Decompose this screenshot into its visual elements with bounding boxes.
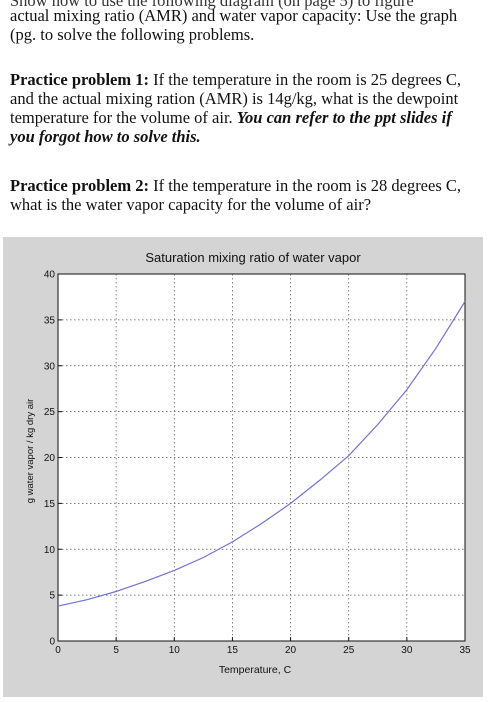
y-tick-label: 35 — [44, 315, 56, 326]
intro-paragraph: actual mixing ratio (AMR) and water vapo… — [10, 6, 458, 44]
x-tick-label: 25 — [343, 645, 355, 656]
y-tick-label: 5 — [49, 591, 55, 602]
practice-problem-2-label: Practice problem 2: — [10, 176, 149, 195]
x-tick-label: 35 — [459, 645, 471, 656]
y-axis-label: g water vapor / kg dry air — [25, 399, 36, 504]
y-tick-label: 10 — [44, 545, 56, 556]
y-tick-label: 25 — [44, 407, 56, 418]
y-tick-label: 30 — [44, 361, 56, 372]
chart-title: Saturation mixing ratio of water vapor — [145, 250, 361, 265]
plot-area — [58, 274, 465, 641]
practice-problem-1-text: If the temperature in the room is 25 deg… — [10, 70, 462, 127]
x-tick-label: 0 — [55, 645, 61, 656]
x-axis-label: Temperature, C — [219, 664, 292, 676]
x-tick-label: 30 — [401, 645, 413, 656]
cut-off-text-line: Show how to use the following diagram (o… — [10, 0, 414, 10]
practice-problem-2-text: If the temperature in the room is 28 deg… — [10, 176, 462, 214]
y-tick-label: 20 — [44, 453, 56, 464]
practice-problem-1-hint: You can refer to the ppt slides if you f… — [10, 108, 452, 146]
practice-problem-1-label: Practice problem 1: — [10, 70, 149, 89]
saturation-curve — [57, 301, 466, 607]
x-tick-label: 5 — [113, 645, 119, 656]
practice-problem-2: Practice problem 2: If the temperature i… — [10, 176, 480, 214]
y-tick-label: 40 — [44, 270, 56, 281]
x-tick-label: 15 — [227, 645, 239, 656]
y-tick-label: 15 — [44, 499, 56, 510]
practice-problem-1: Practice problem 1: If the temperature i… — [10, 70, 480, 146]
saturation-mixing-ratio-chart: Saturation mixing ratio of water vapor 0… — [25, 250, 471, 676]
chart-figure: Saturation mixing ratio of water vapor 0… — [3, 237, 483, 697]
y-tick-label: 0 — [49, 637, 55, 648]
x-tick-label: 10 — [169, 645, 181, 656]
x-tick-label: 20 — [285, 645, 297, 656]
